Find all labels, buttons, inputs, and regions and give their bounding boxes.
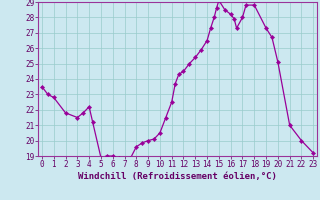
X-axis label: Windchill (Refroidissement éolien,°C): Windchill (Refroidissement éolien,°C) <box>78 172 277 181</box>
